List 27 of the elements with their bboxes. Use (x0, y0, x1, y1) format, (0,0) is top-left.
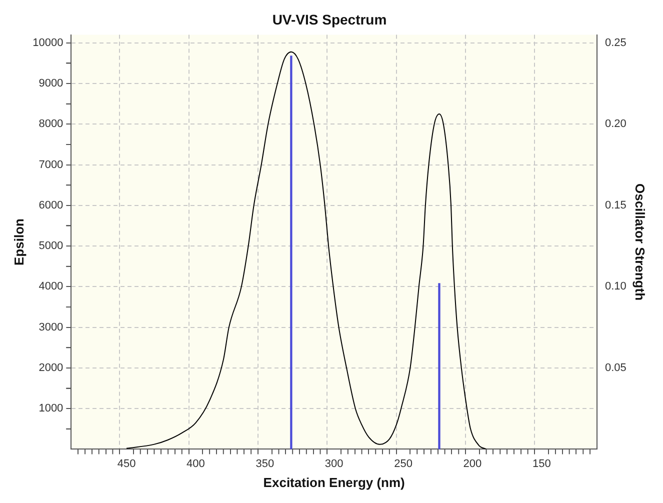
x-tick-label: 450 (117, 458, 136, 470)
y-tick-label: 5000 (38, 240, 64, 252)
x-tick-label: 400 (186, 458, 205, 470)
y-tick-label: 9000 (38, 78, 64, 90)
y-tick-label: 4000 (38, 280, 64, 293)
x-axis-title: Excitation Energy (nm) (263, 474, 405, 490)
y-tick-label: 10000 (32, 36, 64, 49)
y-tick-label: 1000 (38, 402, 64, 415)
y2-axis-title: Oscillator Strength (632, 183, 648, 301)
y-tick-label: 3000 (38, 321, 64, 334)
x-tick-label: 300 (324, 458, 344, 470)
x-tick-label: 350 (256, 458, 274, 470)
y-tick-label: 6000 (38, 199, 64, 212)
chart-title: UV-VIS Spectrum (272, 11, 387, 28)
y2-tick-label: 0.20 (604, 118, 626, 130)
y-axis-title: Epsilon (11, 218, 26, 266)
y-tick-label: 8000 (38, 118, 64, 130)
y-tick-label: 2000 (38, 362, 64, 374)
y2-tick-label: 0.10 (604, 280, 626, 293)
line-series (126, 51, 487, 450)
y2-tick-label: 0.05 (604, 362, 626, 374)
x-tick-label: 200 (463, 458, 482, 470)
y-tick-label: 7000 (38, 158, 64, 171)
x-tick-label: 150 (532, 458, 551, 470)
y2-tick-label: 0.15 (604, 199, 626, 212)
x-tick-label: 250 (394, 458, 412, 470)
y2-tick-label: 0.25 (604, 36, 626, 49)
